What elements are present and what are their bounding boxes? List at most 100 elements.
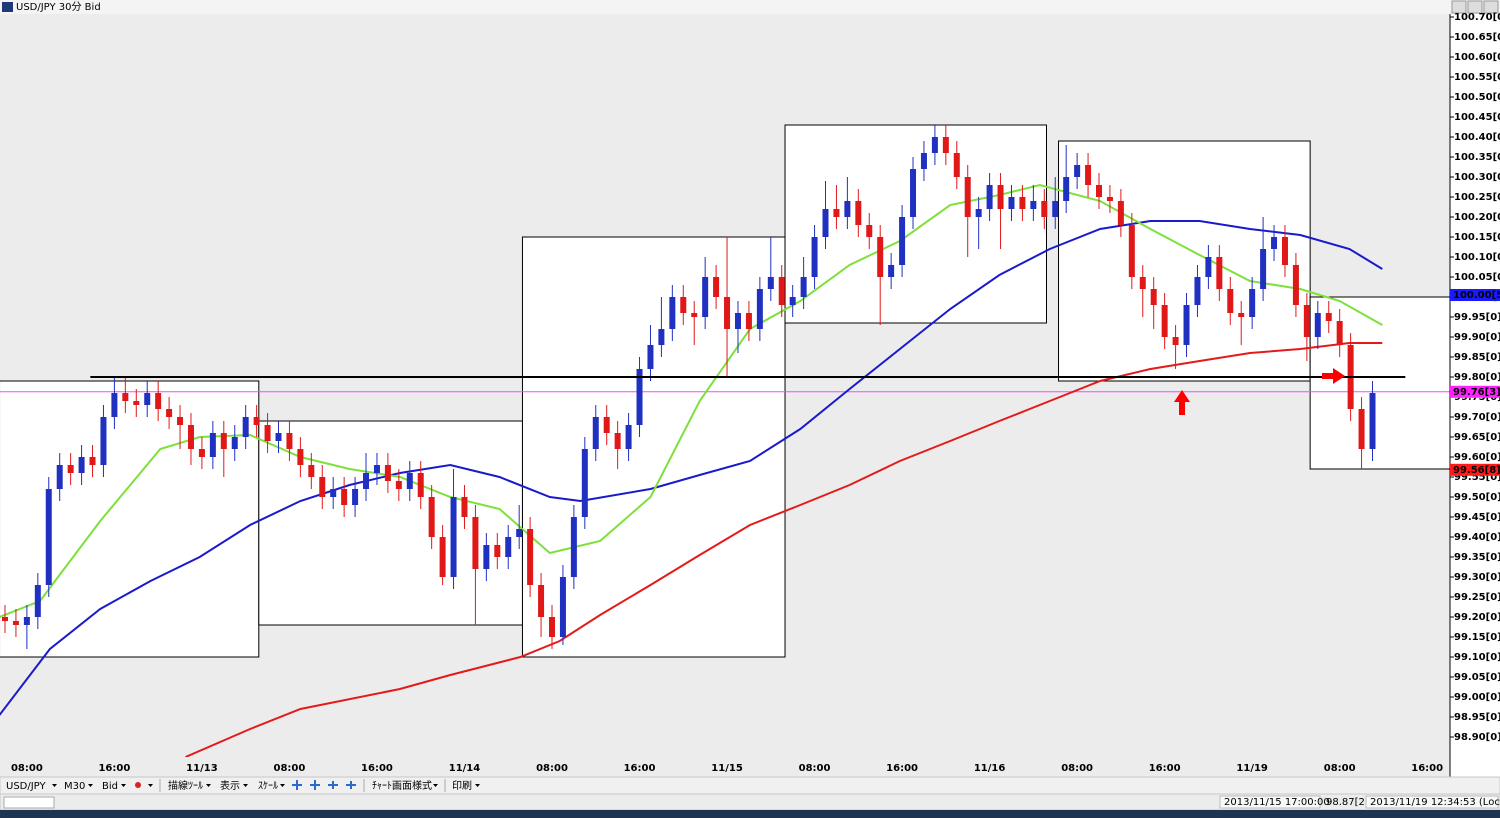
x-tick-label: 08:00 [274, 763, 306, 774]
candle-body [122, 393, 129, 401]
candle-body [789, 297, 796, 305]
candle-body [78, 457, 85, 473]
drawing-tools-menu[interactable]: 描線ﾂｰﾙ [168, 779, 203, 792]
candle-body [931, 137, 938, 153]
minimize-button[interactable] [1451, 0, 1467, 14]
candle-body [220, 433, 227, 449]
candle-body [767, 277, 774, 289]
candle-body [111, 393, 118, 417]
y-tick-label: 100.50[0] [1454, 92, 1500, 103]
scrollbar[interactable] [3, 796, 55, 809]
candle-body [1238, 313, 1245, 317]
candle-body [855, 201, 862, 225]
candle-body [264, 425, 271, 441]
candle-body [56, 465, 63, 489]
candle-body [472, 517, 479, 569]
candle-body [1216, 257, 1223, 289]
candle-body [1205, 257, 1212, 277]
candle-body [559, 577, 566, 637]
zoom-icon[interactable] [292, 780, 302, 790]
candle-body [286, 433, 293, 449]
window-title: USD/JPY 30分 Bid [16, 1, 101, 13]
moving-average-line [0, 220, 1383, 716]
candle-body [844, 201, 851, 217]
y-tick-label: 99.45[0] [1454, 512, 1500, 523]
candle-body [330, 489, 337, 497]
y-tick-label: 99.85[0] [1454, 352, 1500, 363]
print-menu[interactable]: 印刷 [452, 780, 472, 792]
y-tick-label: 99.80[0] [1454, 372, 1500, 383]
dropdown-caret [52, 784, 57, 787]
x-tick-label: 08:00 [11, 763, 43, 774]
candle-body [756, 289, 763, 329]
candle-body [800, 277, 807, 297]
candle-body [428, 497, 435, 537]
dropdown-caret [243, 784, 248, 787]
y-tick-label: 99.10[0] [1454, 652, 1500, 663]
zoom-icon[interactable] [328, 781, 338, 789]
window-controls[interactable] [1451, 0, 1499, 14]
x-tick-label: 16:00 [361, 763, 393, 774]
x-tick-label: 16:00 [886, 763, 918, 774]
candle-body [1358, 409, 1365, 449]
candle-body [133, 401, 140, 405]
candle-body [308, 465, 315, 477]
candle-body [494, 545, 501, 557]
candle-body [505, 537, 512, 557]
maximize-button[interactable] [1467, 0, 1483, 14]
candle-body [964, 177, 971, 217]
candle-body [625, 425, 632, 449]
y-tick-label: 99.50[0] [1454, 492, 1500, 503]
y-tick-label: 99.05[0] [1454, 672, 1500, 683]
zoom-icon[interactable] [310, 780, 320, 790]
x-tick-label: 08:00 [536, 763, 568, 774]
price-marker [1450, 385, 1500, 398]
scale-menu[interactable]: ｽｹｰﾙ [258, 780, 278, 792]
close-button[interactable] [1483, 0, 1499, 14]
y-tick-label: 99.15[0] [1454, 632, 1500, 643]
view-menu[interactable]: 表示 [220, 780, 240, 792]
zoom-icon[interactable] [346, 781, 356, 789]
candle-body [1292, 265, 1299, 305]
symbol-dropdown[interactable]: USD/JPY [6, 781, 46, 792]
y-tick-label: 99.20[0] [1454, 612, 1500, 623]
candle-body [603, 417, 610, 433]
candle-body [34, 585, 41, 617]
candle-body [1172, 337, 1179, 345]
y-tick-label: 99.55[0] [1454, 472, 1500, 483]
y-tick-label: 100.45[0] [1454, 112, 1500, 123]
x-tick-label: 16:00 [1149, 763, 1181, 774]
moving-average-line [0, 183, 1383, 618]
candle-body [614, 433, 621, 449]
candle-body [461, 497, 468, 517]
candle-body [734, 313, 741, 329]
candle-body [778, 277, 785, 305]
candle-body [1325, 313, 1332, 321]
timeframe-dropdown[interactable]: M30 [64, 781, 85, 792]
zoom-icons[interactable] [292, 780, 356, 790]
y-tick-label: 100.25[0] [1454, 192, 1500, 203]
candle-body [1161, 305, 1168, 337]
price-dropdown[interactable]: Bid [102, 781, 118, 792]
price-marker-label: 99.76[3] [1453, 387, 1500, 398]
candle-body [1194, 277, 1201, 305]
candle-body [745, 313, 752, 329]
y-tick-label: 100.20[0] [1454, 212, 1500, 223]
candle-body [724, 297, 731, 329]
candle-body [866, 225, 873, 237]
toolbar-items: USD/JPY M30 Bid 描線ﾂｰﾙ 表示 ｽｹｰﾙ ﾁｬｰﾄ画面様式 印… [6, 779, 480, 792]
price-marker-label: 100.00[5] [1453, 290, 1500, 301]
candle-body [198, 449, 205, 457]
candle-body [373, 465, 380, 473]
dropdown-caret [433, 784, 438, 787]
y-tick-label: 100.15[0] [1454, 232, 1500, 243]
candle-body [253, 417, 260, 425]
chart-style-menu[interactable]: ﾁｬｰﾄ画面様式 [372, 779, 432, 792]
candle-body [1314, 313, 1321, 337]
marker-tool-icon[interactable] [135, 782, 141, 788]
candle-body [275, 433, 282, 441]
candle-body [910, 169, 917, 217]
x-tick-label: 11/16 [974, 763, 1006, 774]
candle-body [658, 329, 665, 345]
